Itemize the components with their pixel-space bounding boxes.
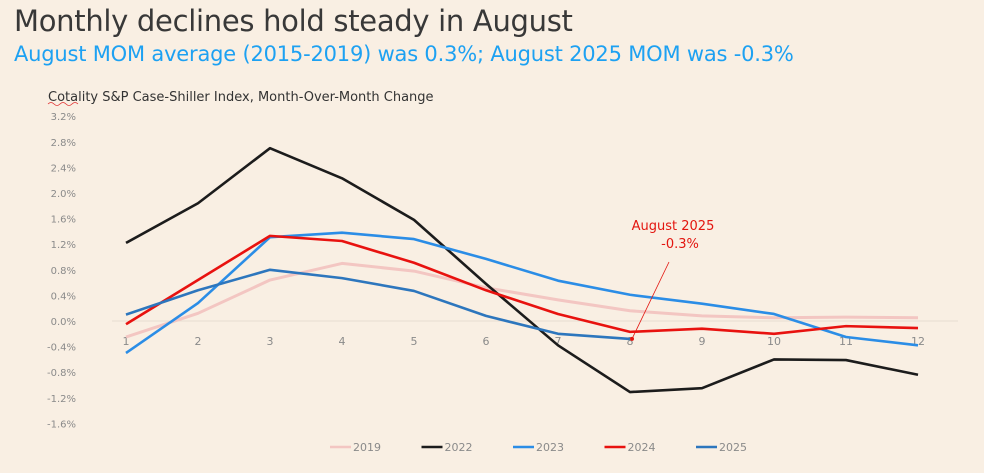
legend-label-2019: 2019 bbox=[353, 441, 381, 454]
x-tick-label: 1 bbox=[123, 335, 130, 348]
y-tick-label: -1.2% bbox=[47, 394, 76, 405]
legend: 2019 2022 2023 2024 2025 bbox=[330, 441, 747, 454]
y-tick-label: 2.8% bbox=[51, 138, 76, 149]
y-tick-label: -0.4% bbox=[47, 343, 76, 354]
y-tick-label: 3.2% bbox=[51, 112, 76, 123]
legend-label-2025: 2025 bbox=[719, 441, 747, 454]
y-tick-label: 0.4% bbox=[51, 291, 76, 302]
y-tick-label: -1.6% bbox=[47, 419, 76, 430]
series-line-2025 bbox=[125, 268, 631, 341]
annotation-arrow bbox=[631, 261, 670, 340]
x-tick-label: 7 bbox=[555, 335, 562, 348]
x-tick-label: 5 bbox=[411, 335, 418, 348]
annotation-label: August 2025 bbox=[632, 219, 715, 234]
x-tick-label: 4 bbox=[339, 335, 346, 348]
annotation: August 2025 -0.3% bbox=[630, 219, 714, 341]
series-line-2022 bbox=[125, 146, 919, 394]
page-subtitle: August MOM average (2015-2019) was 0.3%;… bbox=[14, 42, 794, 66]
y-tick-label: 0.8% bbox=[51, 266, 76, 277]
x-tick-label: 3 bbox=[267, 335, 274, 348]
legend-label-2024: 2024 bbox=[628, 441, 656, 454]
x-tick-label: 6 bbox=[483, 335, 490, 348]
legend-label-2023: 2023 bbox=[536, 441, 564, 454]
y-tick-label: 1.6% bbox=[51, 215, 76, 226]
y-tick-label: -0.8% bbox=[47, 368, 76, 379]
y-tick-label: 2.4% bbox=[51, 163, 76, 174]
annotation-value: -0.3% bbox=[661, 237, 699, 252]
y-tick-label: 2.0% bbox=[51, 189, 76, 200]
y-tick-label: 1.2% bbox=[51, 240, 76, 251]
x-tick-label: 8 bbox=[627, 335, 634, 348]
x-tick-label: 9 bbox=[699, 335, 706, 348]
spellcheck-underline bbox=[47, 102, 79, 106]
chart-title: Cotality S&P Case-Shiller Index, Month-O… bbox=[48, 90, 434, 105]
x-tick-label: 2 bbox=[195, 335, 202, 348]
y-tick-label: 0.0% bbox=[51, 317, 76, 328]
legend-label-2022: 2022 bbox=[445, 441, 473, 454]
series-line-2024 bbox=[125, 234, 919, 336]
series-line-2023 bbox=[125, 231, 919, 355]
annotation-arrowhead bbox=[630, 336, 634, 341]
page-title: Monthly declines hold steady in August bbox=[14, 4, 573, 38]
x-tick-label: 10 bbox=[767, 335, 781, 348]
